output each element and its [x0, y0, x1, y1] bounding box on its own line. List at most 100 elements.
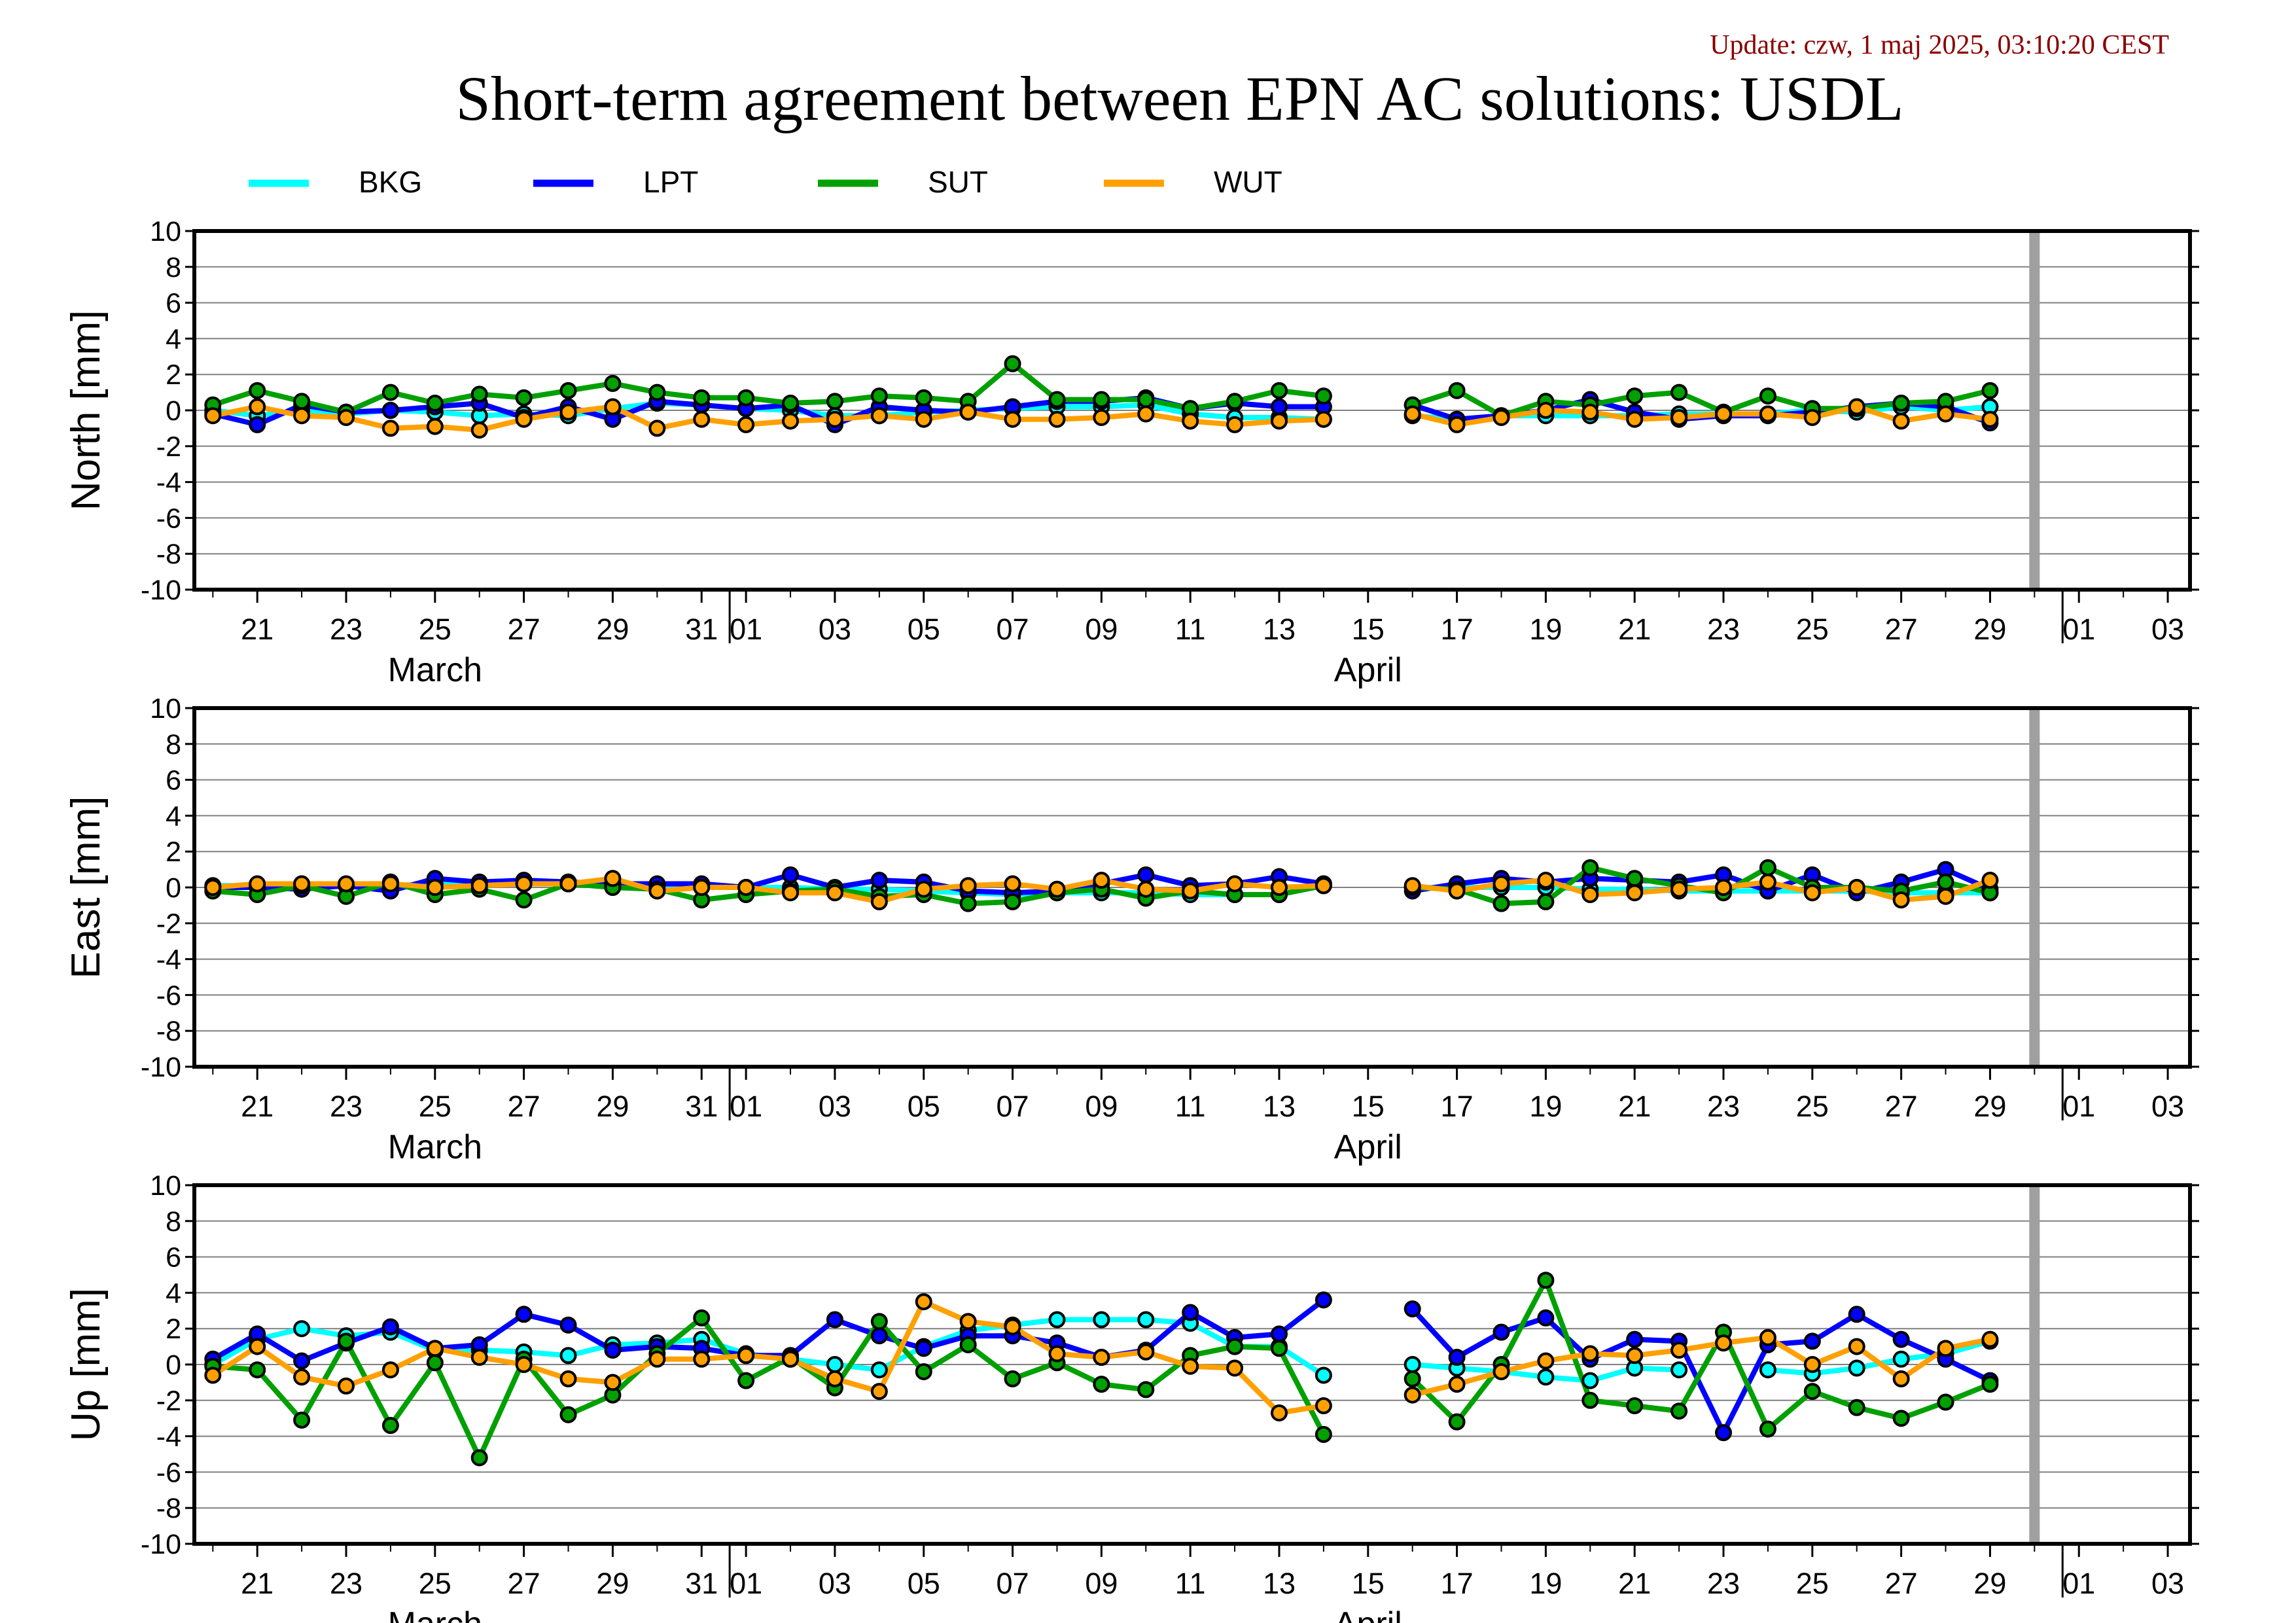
data-point-sut — [515, 389, 533, 406]
data-point-wut — [1226, 416, 1244, 433]
data-point-lpt — [1182, 1304, 1199, 1321]
data-point-wut — [1715, 1334, 1733, 1352]
data-point-lpt — [293, 1352, 311, 1370]
data-point-wut — [1048, 1345, 1066, 1363]
data-point-sut — [870, 1313, 888, 1330]
data-point-wut — [1759, 1329, 1776, 1346]
data-point-wut — [1492, 408, 1510, 426]
x-tick-label: 27 — [508, 613, 540, 646]
data-point-wut — [826, 884, 843, 902]
data-point-sut — [249, 382, 266, 399]
data-point-wut — [1848, 398, 1865, 416]
data-point-wut — [1626, 884, 1644, 902]
data-point-sut — [1759, 1420, 1776, 1438]
data-point-sut — [1803, 1383, 1821, 1400]
x-tick-label: 23 — [330, 613, 362, 646]
data-point-sut — [249, 1361, 266, 1379]
data-point-wut — [249, 1338, 266, 1355]
data-point-sut — [737, 1372, 755, 1389]
data-point-bkg — [1404, 1356, 1421, 1373]
y-tick-label: 6 — [166, 1242, 181, 1274]
x-tick-label: 09 — [1085, 1090, 1118, 1123]
data-point-wut — [515, 410, 533, 428]
data-point-sut — [1315, 387, 1332, 405]
data-point-lpt — [559, 1316, 577, 1334]
x-tick-label: 03 — [819, 1090, 851, 1123]
month-label: April — [1334, 651, 1402, 689]
data-point-wut — [1803, 1356, 1821, 1373]
x-tick-label: 01 — [2062, 1090, 2095, 1123]
data-point-bkg — [1048, 1311, 1066, 1329]
data-point-wut — [1093, 408, 1110, 426]
data-point-wut — [1848, 879, 1865, 896]
data-point-bkg — [293, 1320, 311, 1338]
panel-north: 10 8 6 4 2 0 -2 -4 -6 -8 -10 North [mm] 21 23 25 27 29 31… — [63, 216, 2199, 689]
data-point-sut — [604, 374, 622, 392]
x-tick-label: 29 — [1973, 1090, 2006, 1123]
data-point-wut — [559, 403, 577, 421]
data-point-sut — [1226, 1338, 1244, 1355]
legend-label-bkg: BKG — [359, 165, 422, 199]
legend-label-wut: WUT — [1214, 165, 1282, 199]
y-tick-label: 2 — [166, 836, 181, 868]
data-point-sut — [1937, 1393, 1954, 1411]
x-tick-label: 13 — [1263, 613, 1296, 646]
y-tick-label: 10 — [150, 1170, 181, 1202]
data-point-wut — [1137, 880, 1155, 898]
x-tick-label: 21 — [241, 1567, 274, 1600]
data-point-wut — [1448, 416, 1466, 433]
data-point-wut — [515, 1356, 533, 1373]
data-point-lpt — [1848, 1306, 1865, 1323]
data-point-wut — [959, 877, 977, 895]
data-point-wut — [381, 419, 399, 437]
y-tick-label: 2 — [166, 359, 181, 391]
data-point-wut — [1715, 405, 1733, 423]
panel-up: 10 8 64 2 0 -2 -4 -6 -8 -10 Up [mm] 21 23 25 27 29 31 01 0… — [63, 1170, 2199, 1623]
data-point-sut — [1759, 387, 1776, 405]
x-tick-label: 03 — [2151, 1567, 2184, 1600]
x-tick-label: 29 — [596, 613, 629, 646]
data-point-wut — [293, 407, 311, 425]
data-point-sut — [1626, 1397, 1644, 1415]
x-tick-label: 31 — [685, 613, 718, 646]
data-point-wut — [959, 1313, 977, 1330]
data-point-wut — [1315, 410, 1332, 428]
data-point-sut — [1937, 873, 1954, 891]
x-tick-label: 01 — [730, 613, 762, 646]
y-tick-label: -6 — [156, 980, 181, 1011]
data-point-wut — [1093, 872, 1110, 889]
data-point-wut — [1004, 1318, 1021, 1336]
x-tick-label: 09 — [1085, 613, 1118, 646]
x-tick-label: 01 — [2062, 613, 2095, 646]
data-point-wut — [381, 875, 399, 893]
y-tick-label: -10 — [141, 1052, 181, 1083]
data-point-wut — [782, 884, 800, 902]
data-point-bkg — [870, 1361, 888, 1379]
data-point-wut — [782, 1350, 800, 1368]
y-tick-label: -4 — [156, 944, 181, 976]
data-point-sut — [1537, 1272, 1555, 1289]
data-point-wut — [693, 410, 711, 428]
data-point-sut — [1004, 893, 1021, 910]
x-tick-label: 03 — [819, 613, 851, 646]
x-tick-label: 21 — [1618, 613, 1651, 646]
data-point-sut — [426, 395, 444, 412]
data-point-wut — [1448, 882, 1466, 900]
data-point-wut — [1670, 880, 1688, 898]
data-point-wut — [1759, 405, 1776, 423]
data-point-wut — [915, 410, 932, 428]
data-point-sut — [426, 1354, 444, 1372]
data-point-sut — [559, 382, 577, 399]
y-tick-label: -2 — [156, 431, 181, 463]
x-tick-label: 19 — [1529, 613, 1562, 646]
x-tick-label: 25 — [1796, 613, 1829, 646]
chart-title: Short-term agreement between EPN AC solu… — [455, 63, 1903, 134]
update-timestamp: Update: czw, 1 maj 2025, 03:10:20 CEST — [1710, 30, 2169, 60]
data-point-wut — [1404, 1386, 1421, 1404]
data-point-bkg — [1848, 1359, 1865, 1377]
data-point-sut — [1892, 1410, 1910, 1427]
data-point-wut — [737, 879, 755, 896]
data-point-sut — [1670, 383, 1688, 401]
x-tick-label: 25 — [419, 1090, 451, 1123]
